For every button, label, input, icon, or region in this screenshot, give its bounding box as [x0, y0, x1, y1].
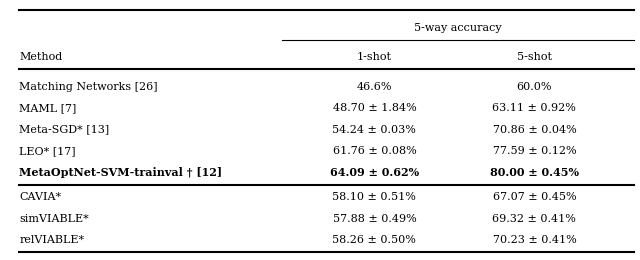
Text: 80.00 ± 0.45%: 80.00 ± 0.45% [490, 167, 579, 178]
Text: 69.32 ± 0.41%: 69.32 ± 0.41% [492, 214, 577, 224]
Text: 63.11 ± 0.92%: 63.11 ± 0.92% [492, 103, 577, 113]
Text: LEO* [17]: LEO* [17] [19, 146, 76, 156]
Text: 48.70 ± 1.84%: 48.70 ± 1.84% [333, 103, 416, 113]
Text: CAVIA*: CAVIA* [19, 192, 61, 202]
Text: 60.0%: 60.0% [516, 82, 552, 92]
Text: relVIABLE*: relVIABLE* [19, 235, 84, 245]
Text: MetaOptNet-SVM-trainval † [12]: MetaOptNet-SVM-trainval † [12] [19, 167, 222, 178]
Text: MAML [7]: MAML [7] [19, 103, 77, 113]
Text: 64.09 ± 0.62%: 64.09 ± 0.62% [330, 167, 419, 178]
Text: 58.26 ± 0.50%: 58.26 ± 0.50% [332, 235, 417, 245]
Text: Matching Networks [26]: Matching Networks [26] [19, 82, 158, 92]
Text: 70.23 ± 0.41%: 70.23 ± 0.41% [493, 235, 576, 245]
Text: simVIABLE*: simVIABLE* [19, 214, 89, 224]
Text: Method: Method [19, 52, 63, 62]
Text: 5-way accuracy: 5-way accuracy [414, 23, 501, 33]
Text: Meta-SGD* [13]: Meta-SGD* [13] [19, 125, 109, 134]
Text: 57.88 ± 0.49%: 57.88 ± 0.49% [333, 214, 416, 224]
Text: 70.86 ± 0.04%: 70.86 ± 0.04% [493, 125, 576, 134]
Text: 61.76 ± 0.08%: 61.76 ± 0.08% [333, 146, 416, 156]
Text: 67.07 ± 0.45%: 67.07 ± 0.45% [493, 192, 576, 202]
Text: 54.24 ± 0.03%: 54.24 ± 0.03% [332, 125, 417, 134]
Text: 77.59 ± 0.12%: 77.59 ± 0.12% [493, 146, 576, 156]
Text: 5-shot: 5-shot [517, 52, 552, 62]
Text: 58.10 ± 0.51%: 58.10 ± 0.51% [332, 192, 417, 202]
Text: 1-shot: 1-shot [357, 52, 392, 62]
Text: 46.6%: 46.6% [356, 82, 392, 92]
